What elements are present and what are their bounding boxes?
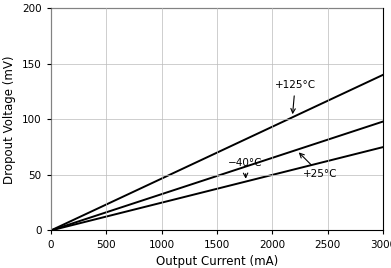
X-axis label: Output Current (mA): Output Current (mA) — [156, 255, 278, 268]
Text: +125°C: +125°C — [274, 80, 316, 113]
Text: −40°C: −40°C — [228, 158, 263, 177]
Text: +25°C: +25°C — [300, 153, 338, 179]
Y-axis label: Dropout Voltage (mV): Dropout Voltage (mV) — [4, 55, 16, 184]
